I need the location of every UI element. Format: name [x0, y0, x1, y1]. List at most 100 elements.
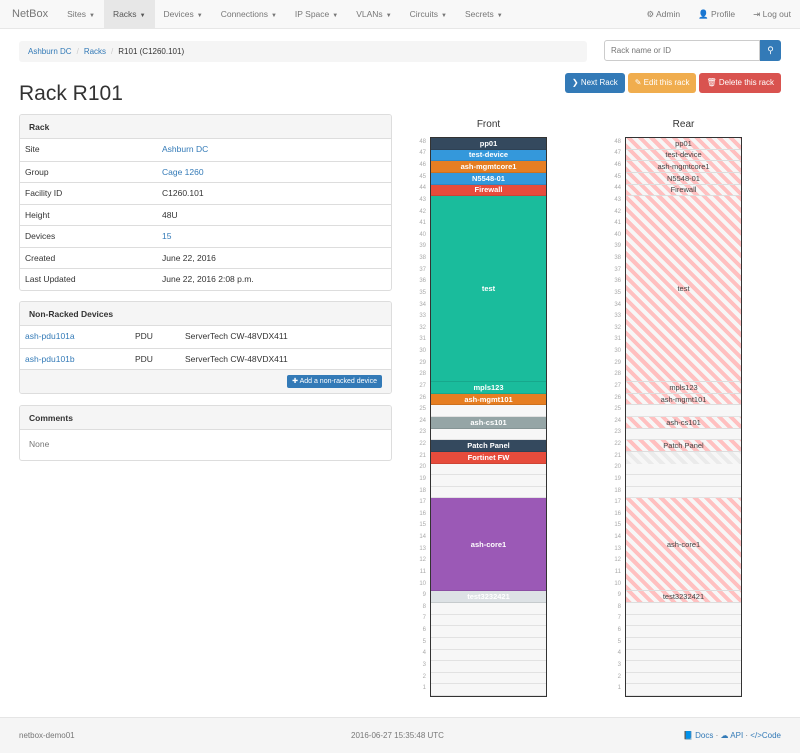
rack-device-rear[interactable]: test-device	[626, 149, 741, 162]
rack-device-front[interactable]: ash-mgmt101	[431, 393, 546, 406]
device-link[interactable]: ash-pdu101b	[25, 353, 75, 364]
rack-unit-empty[interactable]	[431, 672, 546, 685]
unit-number: 18	[614, 487, 621, 494]
attr-value[interactable]: Ashburn DC	[162, 144, 209, 154]
rack-unit-empty[interactable]	[626, 428, 741, 441]
breadcrumb-site[interactable]: Ashburn DC	[28, 47, 72, 56]
rack-unit-empty[interactable]	[626, 405, 741, 417]
nav-devices[interactable]: Devices ▼	[155, 0, 212, 29]
unit-number: 34	[419, 301, 426, 308]
rack-unit-empty[interactable]	[626, 626, 741, 638]
nav-log-out[interactable]: ⇥ Log out	[744, 0, 800, 29]
delete-rack-button[interactable]: 🗑 Delete this rack	[699, 73, 781, 93]
nav-secrets[interactable]: Secrets ▼	[456, 0, 512, 29]
rack-unit-empty[interactable]	[431, 428, 546, 441]
rack-unit-empty[interactable]	[626, 475, 741, 487]
rack-unit-empty[interactable]	[431, 405, 546, 417]
docs-link[interactable]: 📘 Docs	[683, 731, 713, 740]
next-rack-button[interactable]: ❯ Next Rack	[564, 73, 625, 93]
unit-number: 6	[617, 627, 621, 634]
rack-device-rear[interactable]: mpls123	[626, 382, 741, 394]
nav-racks[interactable]: Racks ▼	[103, 0, 155, 29]
unit-number: 10	[419, 580, 426, 587]
rack-device-rear[interactable]: N5548-01	[626, 172, 741, 185]
rack-device-rear[interactable]: ash-cs101	[626, 417, 741, 429]
unit-number: 9	[422, 592, 426, 599]
breadcrumb-racks[interactable]: Racks	[83, 47, 107, 56]
rack-unit-empty[interactable]	[626, 463, 741, 476]
rack-unit-empty[interactable]	[626, 637, 741, 650]
rack-unit-empty[interactable]	[626, 614, 741, 627]
rack-device-rear[interactable]: ash-mgmt101	[626, 393, 741, 406]
rack-device-front[interactable]: N5548-01	[431, 172, 546, 185]
rack-unit-empty[interactable]	[431, 649, 546, 662]
rack-device-front[interactable]: test3232421	[431, 591, 546, 603]
rack-device-rear[interactable]: ash-mgmtcore1	[626, 161, 741, 173]
rack-unit-empty[interactable]	[431, 603, 546, 615]
unit-number: 13	[419, 545, 426, 552]
nav-profile[interactable]: 👤 Profile	[689, 0, 744, 29]
nav-vlans[interactable]: VLANs ▼	[347, 0, 400, 29]
unit-number: 29	[614, 359, 621, 366]
rack-device-front[interactable]: ash-cs101	[431, 417, 546, 429]
brand-logo[interactable]: NetBox	[12, 8, 49, 20]
rack-unit-empty[interactable]	[626, 603, 741, 615]
non-racked-heading: Non-Racked Devices	[20, 302, 391, 326]
rack-unit-empty[interactable]	[431, 661, 546, 673]
nav-circuits[interactable]: Circuits ▼	[401, 0, 456, 29]
rack-device-front[interactable]: Patch Panel	[431, 440, 546, 452]
rack-unit-empty[interactable]	[626, 672, 741, 685]
rack-device-rear[interactable]: test	[626, 196, 741, 383]
rack-device-front[interactable]: Firewall	[431, 184, 546, 197]
search-button[interactable]: ⚲	[760, 40, 781, 61]
nav-connections[interactable]: Connections ▼	[212, 0, 286, 29]
attr-label: Height	[25, 209, 50, 220]
edit-rack-button[interactable]: ✎ Edit this rack	[627, 73, 697, 93]
rack-unit-empty[interactable]	[431, 475, 546, 487]
unit-number: 4	[422, 650, 426, 657]
caret-down-icon: ▼	[440, 12, 447, 19]
rack-unit-empty[interactable]	[431, 463, 546, 476]
rack-unit-empty[interactable]	[626, 661, 741, 673]
rack-attr-row: Group Cage 1260	[20, 160, 391, 183]
rack-unit-empty[interactable]	[431, 637, 546, 650]
rack-unit-empty[interactable]	[626, 649, 741, 662]
rack-unit-empty[interactable]	[431, 626, 546, 638]
unit-number: 19	[614, 475, 621, 482]
rack-device-front[interactable]: test	[431, 196, 546, 383]
rack-device-front[interactable]: mpls123	[431, 382, 546, 394]
code-link[interactable]: </>Code	[750, 731, 781, 740]
unit-number: 7	[617, 615, 621, 622]
rack-front: pp01 test-device ash-mgmtcore1 N5548-01 Fire…	[430, 137, 547, 697]
unit-number: 38	[419, 255, 426, 262]
rack-device-front[interactable]: Fortinet FW	[431, 451, 546, 464]
attr-value[interactable]: Cage 1260	[162, 166, 204, 177]
rack-unit-empty[interactable]	[431, 684, 546, 696]
device-link[interactable]: ash-pdu101a	[25, 331, 75, 341]
rack-device-front[interactable]: ash-core1	[431, 498, 546, 592]
add-non-racked-button[interactable]: ✚ Add a non-racked device	[287, 375, 382, 388]
nav-sites[interactable]: Sites ▼	[58, 0, 104, 29]
rack-device-rear[interactable]: Patch Panel	[626, 440, 741, 452]
unit-number: 37	[614, 266, 621, 273]
rack-device-front[interactable]: ash-mgmtcore1	[431, 161, 546, 173]
rack-unit-empty[interactable]	[626, 486, 741, 499]
nav-label: Circuits	[409, 8, 438, 19]
nav-admin[interactable]: ⚙ Admin	[637, 0, 689, 29]
rack-device-front[interactable]: test-device	[431, 149, 546, 162]
rack-device-rear[interactable]: Firewall	[626, 184, 741, 197]
unit-number: 11	[614, 568, 621, 575]
rack-unit-empty[interactable]	[431, 614, 546, 627]
rack-device-rear[interactable]: pp01	[626, 138, 741, 150]
rack-device-rear[interactable]: test3232421	[626, 591, 741, 603]
api-link[interactable]: ☁ API	[721, 731, 744, 740]
rack-unit-empty[interactable]	[431, 486, 546, 499]
unit-number: 45	[614, 173, 621, 180]
attr-value[interactable]: 15	[162, 231, 172, 241]
unit-number: 7	[422, 615, 426, 622]
rack-device-front[interactable]: pp01	[431, 138, 546, 150]
rack-unit-empty[interactable]	[626, 684, 741, 696]
search-input[interactable]	[604, 40, 760, 61]
rack-device-rear[interactable]: ash-core1	[626, 498, 741, 592]
nav-ip-space[interactable]: IP Space ▼	[286, 0, 347, 29]
